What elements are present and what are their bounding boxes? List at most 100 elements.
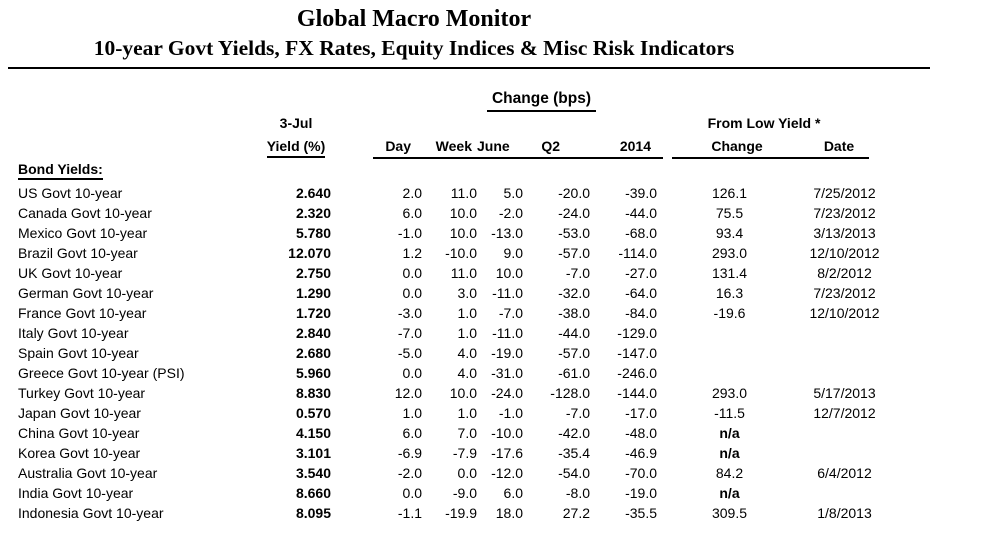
table-cell: 293.0	[711, 385, 748, 401]
table-cell: 5.960	[295, 365, 331, 381]
table-cell: 7/23/2012	[813, 205, 876, 221]
table-cell: 293.0	[711, 245, 748, 261]
table-row: UK Govt 10-year 2.750 0.0 11.0 10.0 -7.0 -27.0…	[18, 263, 887, 283]
change-bps-group-header: Change (bps)	[454, 90, 629, 112]
table-cell: -7.0	[565, 265, 590, 281]
table-row: China Govt 10-year 4.150 6.0 7.0 -10.0 -42.0 -…	[18, 423, 887, 443]
table-cell: 0.0	[402, 365, 422, 381]
table-cell: 5.780	[295, 225, 331, 241]
table-cell: n/a	[719, 485, 740, 501]
page-title: Global Macro Monitor	[296, 6, 532, 32]
table-cell: 6/4/2012	[817, 465, 872, 481]
section-label-bond-yields: Bond Yields:	[18, 161, 103, 180]
table-cell: -19.0	[491, 345, 523, 361]
table-cell: -20.0	[558, 185, 590, 201]
header-rule	[8, 67, 930, 69]
table-cell: -10.0	[445, 245, 477, 261]
row-label: Indonesia Govt 10-year	[18, 505, 164, 521]
table-cell: 0.570	[295, 405, 331, 421]
table-cell: -24.0	[491, 385, 523, 401]
table-cell: 5.0	[503, 185, 523, 201]
table-cell: -8.0	[565, 485, 590, 501]
table-cell: -12.0	[491, 465, 523, 481]
row-label: France Govt 10-year	[18, 305, 147, 321]
table-cell	[657, 363, 802, 383]
table-cell: 84.2	[715, 465, 744, 481]
table-row: India Govt 10-year 8.660 0.0 -9.0 6.0 -8.0 -19…	[18, 483, 887, 503]
row-label: Italy Govt 10-year	[18, 325, 129, 341]
table-cell: 0.0	[402, 285, 422, 301]
table-cell: -129.0	[617, 325, 657, 341]
table-cell: 8.095	[295, 505, 331, 521]
table-cell: -70.0	[625, 465, 657, 481]
from-low-yield-underline	[672, 157, 869, 159]
table-cell: 4.150	[295, 425, 331, 441]
table-cell: -5.0	[397, 345, 422, 361]
bond-yields-table: US Govt 10-year 2.640 2.0 11.0 5.0 -20.0 -39.0…	[18, 183, 887, 523]
table-cell: 8.660	[295, 485, 331, 501]
table-cell: -144.0	[617, 385, 657, 401]
row-label: China Govt 10-year	[18, 425, 140, 441]
row-label: Australia Govt 10-year	[18, 465, 158, 481]
table-cell: 1.0	[457, 325, 477, 341]
change-bps-label: Change (bps)	[486, 90, 597, 112]
table-row: Australia Govt 10-year 3.540 -2.0 0.0 -12.0 -…	[18, 463, 887, 483]
table-cell: -53.0	[558, 225, 590, 241]
table-cell: 3/13/2013	[813, 225, 876, 241]
table-cell: -2.0	[397, 465, 422, 481]
page-subtitle: 10-year Govt Yields, FX Rates, Equity In…	[93, 36, 735, 60]
row-label: Japan Govt 10-year	[18, 405, 141, 421]
table-row: Indonesia Govt 10-year 8.095 -1.1 -19.9 18.0…	[18, 503, 887, 523]
column-header-june: June	[477, 138, 510, 154]
table-cell: -9.0	[452, 485, 477, 501]
table-cell: -46.9	[625, 445, 657, 461]
table-cell	[802, 343, 887, 363]
column-header-date: Date	[823, 138, 855, 154]
table-cell: 0.0	[402, 265, 422, 281]
column-header-change: Change	[711, 138, 763, 154]
change-bps-underline	[373, 157, 663, 159]
row-label: Mexico Govt 10-year	[18, 225, 148, 241]
table-row: Turkey Govt 10-year 8.830 12.0 10.0 -24.0 -12…	[18, 383, 887, 403]
table-cell: 2.0	[402, 185, 422, 201]
table-cell: -10.0	[491, 425, 523, 441]
row-label: Spain Govt 10-year	[18, 345, 139, 361]
row-label: UK Govt 10-year	[18, 265, 123, 281]
table-cell: -7.0	[498, 305, 523, 321]
table-cell: 1.0	[457, 305, 477, 321]
table-cell: 5/17/2013	[813, 385, 876, 401]
table-cell: 7/23/2012	[813, 285, 876, 301]
table-cell: 2.840	[295, 325, 331, 341]
table-cell: -11.5	[714, 405, 745, 421]
table-cell: 6.0	[402, 205, 422, 221]
table-cell: 3.101	[295, 445, 331, 461]
table-cell	[802, 423, 887, 443]
table-cell: -17.6	[491, 445, 523, 461]
table-cell: 1.290	[295, 285, 331, 301]
table-cell: -61.0	[558, 365, 590, 381]
from-low-yield-group-header: From Low Yield *	[707, 115, 821, 131]
table-cell: 10.0	[449, 385, 477, 401]
table-cell: -31.0	[491, 365, 523, 381]
table-cell: 1.0	[402, 405, 422, 421]
header: Global Macro Monitor 10-year Govt Yields…	[0, 4, 828, 62]
table-cell: -7.0	[397, 325, 422, 341]
table-cell: -19.6	[713, 305, 746, 321]
table-cell: -35.5	[625, 505, 657, 521]
table-cell: 1/8/2013	[817, 505, 872, 521]
table-cell: -246.0	[617, 365, 657, 381]
table-cell	[802, 483, 887, 503]
table-cell: -19.0	[625, 485, 657, 501]
row-label: US Govt 10-year	[18, 185, 123, 201]
table-cell: 7/25/2012	[813, 185, 876, 201]
table-cell: -57.0	[558, 345, 590, 361]
table-row: France Govt 10-year 1.720 -3.0 1.0 -7.0 -38.0…	[18, 303, 887, 323]
table-cell	[802, 363, 887, 383]
table-cell: -17.0	[625, 405, 657, 421]
table-cell: 6.0	[402, 425, 422, 441]
table-cell: -42.0	[558, 425, 590, 441]
table-cell: -114.0	[618, 245, 657, 261]
table-cell: -128.0	[550, 385, 590, 401]
table-cell: -24.0	[558, 205, 590, 221]
